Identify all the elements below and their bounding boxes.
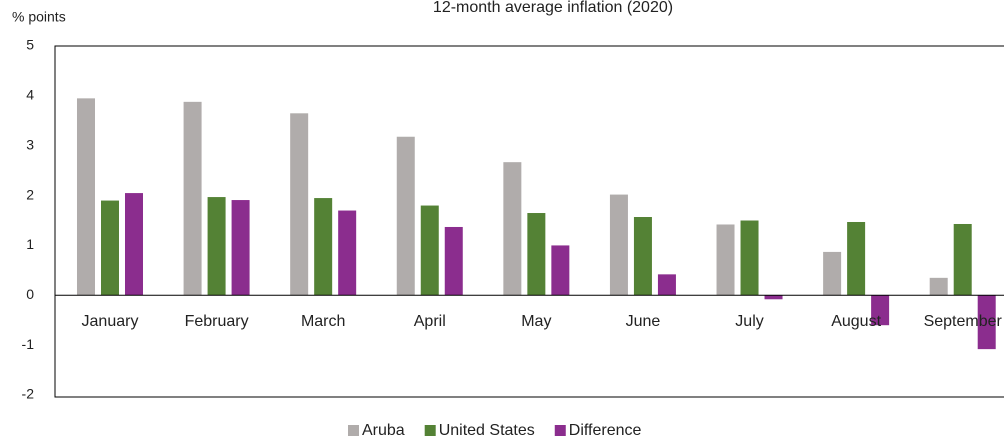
y-tick-label: 2 [26,186,34,202]
x-tick-label: September [924,313,1003,330]
x-tick-label: March [301,313,345,330]
bar [764,295,783,300]
y-tick-label: 5 [26,37,34,53]
bar [527,213,546,296]
bar [444,226,463,296]
bar [124,193,143,296]
x-tick-label: February [185,313,249,330]
legend-label: Aruba [362,422,405,439]
bar [338,210,357,296]
bar [100,200,119,296]
x-tick-label: May [521,313,551,330]
bar [290,113,309,296]
bar [929,277,948,296]
x-tick-label: January [82,313,139,330]
legend-swatch [424,425,436,436]
bar [609,194,628,296]
chart-title: 12-month average inflation (2020) [433,0,673,16]
bar [657,274,676,296]
legend-swatch [348,425,359,436]
bar [231,200,250,296]
y-tick-label: -1 [22,336,35,352]
bar [207,197,226,296]
bar [953,223,972,296]
y-tick-label: -2 [22,386,35,402]
bar [740,220,759,296]
x-tick-label: June [626,313,661,330]
legend-label: United States [439,422,535,439]
bar [977,295,996,350]
bar [871,295,890,326]
legend-swatch [554,425,566,436]
bar [633,217,652,296]
bar [847,221,866,296]
x-tick-label: April [414,313,446,330]
y-tick-label: 3 [26,136,34,152]
y-tick-label: 1 [26,236,34,252]
y-tick-label: 0 [26,286,34,302]
bar [503,162,522,296]
plot-area [54,45,1004,398]
bar [551,245,570,296]
bar [314,198,333,296]
bar [76,98,95,296]
x-tick-label: July [735,313,763,330]
bar [420,205,439,296]
legend-label: Difference [569,422,642,439]
x-tick-label: August [831,313,881,330]
bar [396,136,415,296]
bar [716,224,735,296]
bar [823,251,842,296]
y-tick-label: 4 [26,87,34,103]
y-axis-label: % points [12,9,66,25]
bar [183,101,202,296]
